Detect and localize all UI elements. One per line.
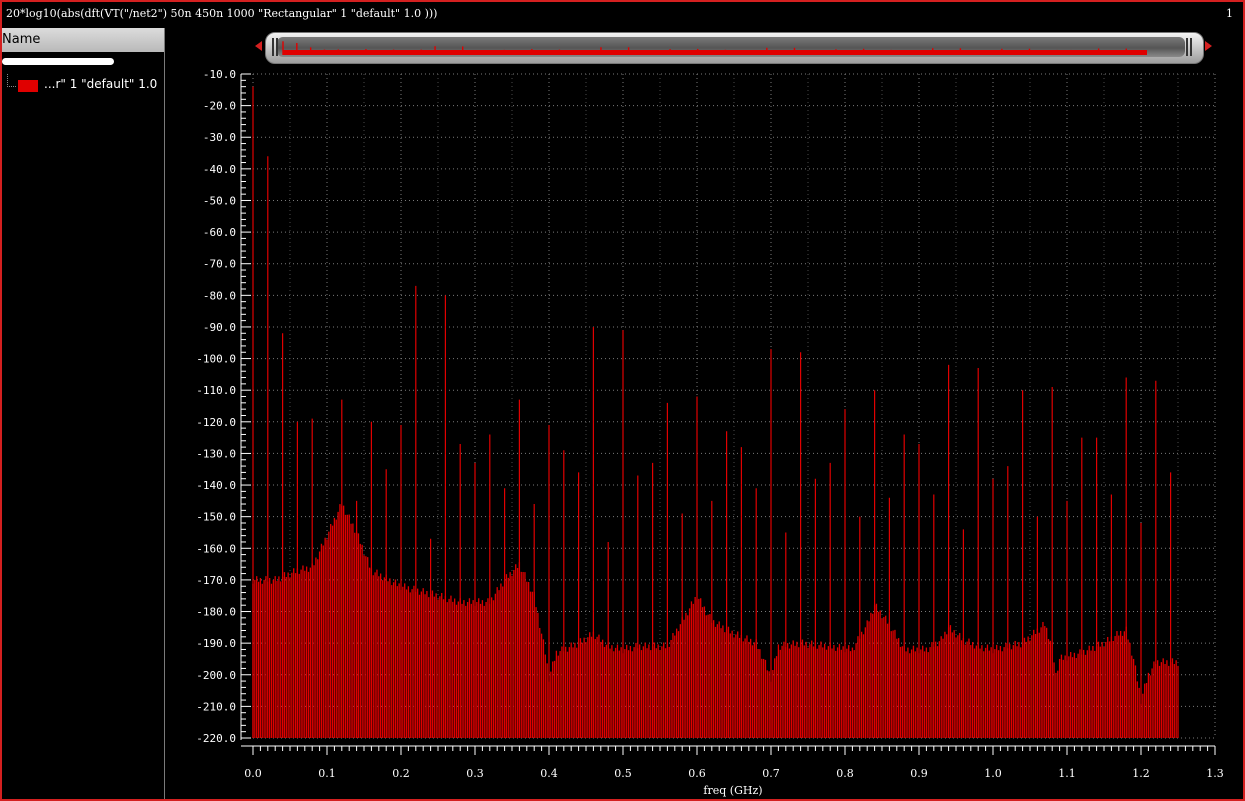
axes: -10.0 -20.0 -30.0 -40.0 -50.0 -60.0 -70.0 -80.0… — [196, 68, 1224, 780]
y-tick-label: -160.0 — [196, 542, 236, 555]
y-tick-label: -80.0 — [203, 289, 236, 302]
y-tick-label: -180.0 — [196, 606, 236, 619]
y-tick-label: -150.0 — [196, 511, 236, 524]
tree-connector — [7, 74, 16, 87]
x-tick-label: 1.0 — [984, 767, 1002, 780]
x-tick-label: 0.9 — [910, 767, 928, 780]
y-tick-label: -130.0 — [196, 447, 236, 460]
slider-left-handle[interactable] — [272, 38, 278, 56]
x-tick-label: 1.2 — [1132, 767, 1150, 780]
scroll-left-icon[interactable] — [255, 41, 262, 51]
trace-label[interactable]: ...r" 1 "default" 1.0 — [44, 77, 158, 91]
legend-panel: Name ...r" 1 "default" 1.0 — [2, 28, 165, 799]
x-tick-label: 0.1 — [318, 767, 336, 780]
y-tick-label: -70.0 — [203, 258, 236, 271]
expression-title: 20*log10(abs(dft(VT("/net2") 50n 450n 10… — [6, 7, 438, 20]
x-axis-label: freq (GHz) — [703, 784, 762, 797]
x-zoom-slider[interactable] — [251, 27, 1216, 67]
overview-trace — [282, 41, 1147, 55]
x-tick-label: 0.0 — [244, 767, 262, 780]
y-tick-label: -20.0 — [203, 100, 236, 113]
overview-floor — [283, 50, 1147, 55]
y-tick-label: -50.0 — [203, 194, 236, 207]
x-tick-label: 0.2 — [392, 767, 410, 780]
x-tick-label: 0.4 — [540, 767, 558, 780]
x-tick-label: 1.1 — [1058, 767, 1076, 780]
x-tick-label: 0.5 — [614, 767, 632, 780]
grid — [252, 73, 1216, 739]
y-tick-label: -120.0 — [196, 416, 236, 429]
y-tick-label: -30.0 — [203, 131, 236, 144]
x-tick-label: 0.7 — [762, 767, 780, 780]
spectrum-bars — [252, 86, 1179, 738]
y-tick-label: -100.0 — [196, 353, 236, 366]
y-tick-label: -170.0 — [196, 574, 236, 587]
y-tick-label: -190.0 — [196, 637, 236, 650]
trace-color-swatch[interactable] — [18, 80, 38, 92]
x-tick-label: 1.3 — [1206, 767, 1224, 780]
y-tick-label: -10.0 — [203, 68, 236, 81]
y-tick-label: -210.0 — [196, 700, 236, 713]
y-tick-label: -40.0 — [203, 163, 236, 176]
x-tick-label: 0.8 — [836, 767, 854, 780]
y-tick-label: -60.0 — [203, 226, 236, 239]
y-tick-label: -90.0 — [203, 321, 236, 334]
name-column-header[interactable]: Name — [2, 28, 164, 52]
legend-scrollbar[interactable] — [2, 58, 114, 65]
scroll-right-icon[interactable] — [1205, 41, 1212, 51]
y-tick-label: -200.0 — [196, 669, 236, 682]
title-bar: 20*log10(abs(dft(VT("/net2") 50n 450n 10… — [2, 2, 1243, 26]
x-tick-label: 0.6 — [688, 767, 706, 780]
y-tick-label: -110.0 — [196, 384, 236, 397]
x-tick-label: 0.3 — [466, 767, 484, 780]
subwindow-number: 1 — [1226, 7, 1233, 20]
y-tick-label: -220.0 — [196, 732, 236, 745]
slider-thumb[interactable] — [277, 37, 1185, 57]
y-tick-label: -140.0 — [196, 479, 236, 492]
slider-right-handle[interactable] — [1186, 38, 1192, 56]
